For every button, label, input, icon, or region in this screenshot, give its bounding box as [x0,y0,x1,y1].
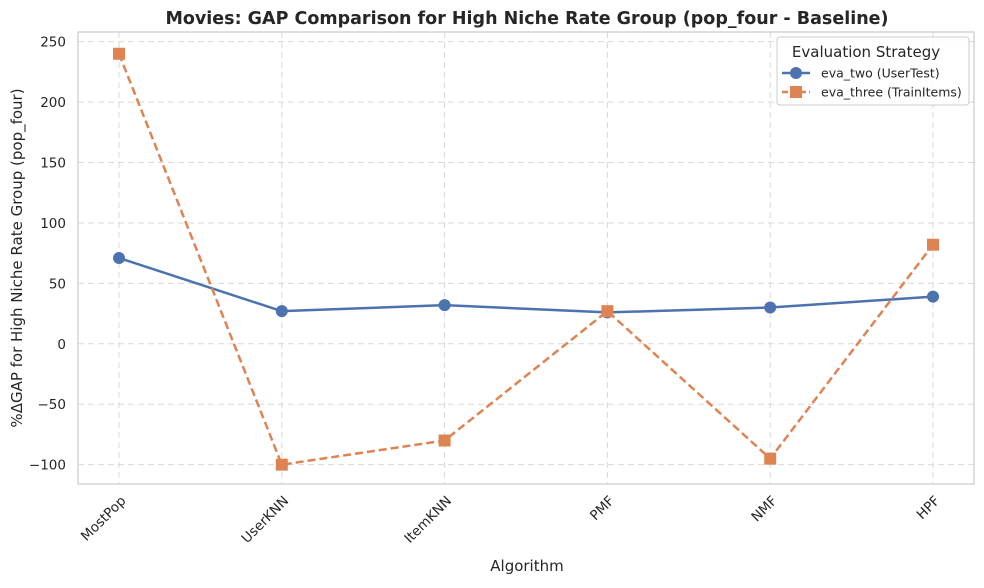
legend-title: Evaluation Strategy [792,43,940,61]
series-1 [113,252,939,319]
x-tick-label: HPF [914,493,944,523]
legend-marker-circle [790,67,802,79]
series-line [117,53,934,466]
y-axis-label: %ΔGAP for High Niche Rate Group (pop_fou… [8,88,27,427]
y-tick-label: 200 [40,95,66,111]
series-line [118,256,934,314]
y-tick-label: 50 [49,276,66,292]
y-tick-label: 100 [40,216,66,232]
x-axis-label: Algorithm [490,557,563,575]
data-point-square [764,452,777,465]
series-2 [113,47,939,471]
y-tick-label: 250 [40,35,66,51]
plot-area-frame [77,31,975,485]
data-point-square [601,305,614,318]
y-tick-label: −50 [38,397,67,413]
legend-label: eva_three (TrainItems) [821,85,962,100]
data-point-circle [764,301,777,314]
data-point-square [927,238,939,251]
x-tick-label: MostPop [78,493,129,544]
legend-item: eva_three (TrainItems) [782,85,962,100]
legend: Evaluation Strategy eva_two (UserTest)ev… [776,36,970,106]
x-tick-label: PMF [587,493,618,524]
y-tick-label: 150 [40,156,66,172]
data-point-square [438,434,451,447]
data-point-circle [927,290,939,303]
x-tick-label: NMF [748,493,780,525]
legend-marker-square [790,86,802,98]
x-tick-label: UserKNN [239,493,293,547]
data-point-square [275,458,288,471]
chart-title: Movies: GAP Comparison for High Niche Ra… [165,9,888,29]
data-point-circle [438,299,451,312]
legend-label: eva_two (UserTest) [821,66,940,81]
data-point-circle [275,305,288,318]
x-tick-labels: MostPop UserKNN ItemKNN PMF NMF HPF [78,493,943,547]
data-point-square [113,47,125,60]
y-tick-label: 0 [57,337,66,353]
y-tick-labels: −100 −50 0 50 100 150 200 250 [29,35,66,474]
data-point-circle [113,252,125,264]
series-layer [113,47,939,471]
y-tick-label: −100 [29,458,66,474]
legend-box [776,36,970,106]
x-tick-label: ItemKNN [401,493,455,547]
legend-items: eva_two (UserTest) eva_three (TrainItems) [782,66,962,100]
legend-item: eva_two (UserTest) [782,66,940,81]
